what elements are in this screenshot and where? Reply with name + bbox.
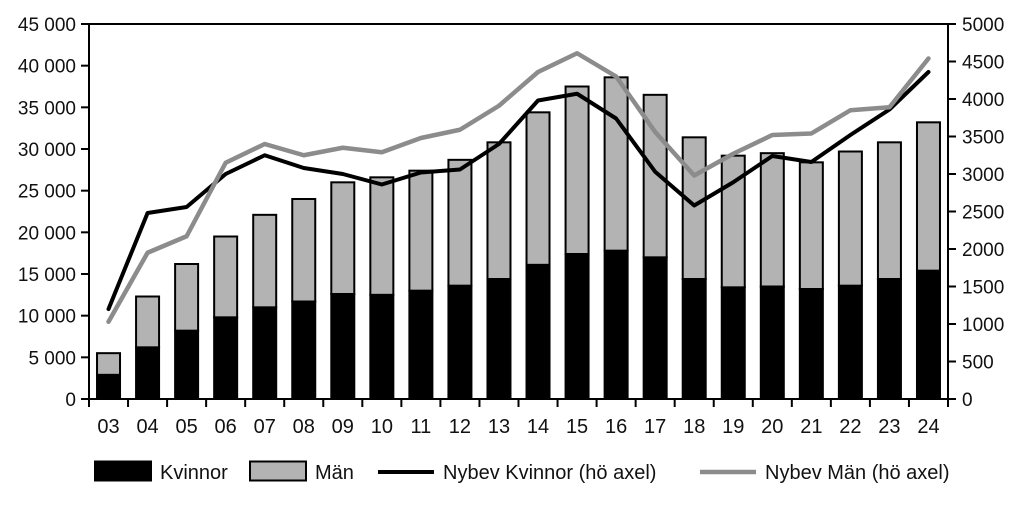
x-axis-label: 16 bbox=[605, 416, 627, 438]
bar-kvinnor-03 bbox=[96, 373, 122, 401]
x-axis-label: 24 bbox=[917, 416, 939, 438]
right-axis-tick-label: 3500 bbox=[962, 128, 1004, 149]
x-axis-label: 15 bbox=[566, 416, 588, 438]
x-axis-label: 11 bbox=[411, 416, 432, 438]
right-axis-tick-label: 500 bbox=[962, 353, 994, 374]
bar-man-23 bbox=[876, 141, 902, 280]
bar-man-13 bbox=[486, 141, 512, 280]
x-axis-label: 05 bbox=[175, 416, 197, 438]
bar-man-03 bbox=[96, 352, 122, 376]
left-axis-tick-label: 45 000 bbox=[18, 15, 76, 36]
bar-man-04 bbox=[135, 295, 161, 349]
bar-kvinnor-24 bbox=[915, 269, 941, 400]
bar-kvinnor-13 bbox=[486, 278, 512, 400]
left-axis-tick-label: 10 000 bbox=[18, 307, 76, 328]
x-axis-label: 21 bbox=[800, 416, 822, 438]
bar-kvinnor-20 bbox=[759, 285, 785, 400]
bar-man-22 bbox=[837, 150, 863, 287]
bar-kvinnor-18 bbox=[681, 278, 707, 400]
bar-man-14 bbox=[525, 111, 551, 266]
legend-label: Män bbox=[315, 462, 354, 484]
bar-man-12 bbox=[447, 158, 473, 287]
left-axis-tick-label: 40 000 bbox=[18, 57, 76, 78]
bar-kvinnor-08 bbox=[291, 300, 317, 400]
bar-man-07 bbox=[252, 213, 278, 309]
x-axis-label: 10 bbox=[371, 416, 393, 438]
left-axis-tick-label: 5 000 bbox=[28, 348, 76, 369]
right-axis-tick-label: 2500 bbox=[962, 203, 1004, 224]
bar-kvinnor-07 bbox=[252, 306, 278, 401]
legend-label: Nybev Män (hö axel) bbox=[765, 462, 950, 484]
legend-swatch-man bbox=[249, 460, 307, 482]
x-axis-label: 06 bbox=[215, 416, 237, 438]
x-axis-label: 07 bbox=[254, 416, 276, 438]
bar-man-15 bbox=[564, 85, 590, 255]
bar-kvinnor-09 bbox=[330, 293, 356, 400]
x-axis-label: 23 bbox=[878, 416, 900, 438]
bar-kvinnor-06 bbox=[213, 316, 239, 401]
left-axis-tick-label: 25 000 bbox=[18, 182, 76, 203]
x-axis-label: 17 bbox=[644, 416, 666, 438]
x-axis-label: 09 bbox=[332, 416, 354, 438]
left-axis-tick-label: 35 000 bbox=[18, 98, 76, 119]
left-axis-tick-label: 20 000 bbox=[18, 223, 76, 244]
bar-kvinnor-21 bbox=[798, 288, 824, 400]
x-axis-label: 12 bbox=[449, 416, 471, 438]
right-axis-tick-label: 1000 bbox=[962, 315, 1004, 336]
x-axis-label: 04 bbox=[136, 416, 158, 438]
bar-man-09 bbox=[330, 181, 356, 295]
x-axis-label: 08 bbox=[293, 416, 315, 438]
x-axis-label: 03 bbox=[97, 416, 119, 438]
x-axis-label: 20 bbox=[761, 416, 783, 438]
x-axis-label: 19 bbox=[722, 416, 744, 438]
bar-kvinnor-10 bbox=[369, 293, 395, 401]
right-axis-tick-label: 3000 bbox=[962, 165, 1004, 186]
right-axis-tick-label: 4000 bbox=[962, 90, 1004, 111]
bar-kvinnor-19 bbox=[720, 286, 746, 401]
legend-label: Kvinnor bbox=[160, 462, 228, 484]
right-axis-tick-label: 5000 bbox=[962, 15, 1004, 36]
line-nybev-man bbox=[106, 51, 931, 324]
bar-kvinnor-22 bbox=[837, 284, 863, 400]
legend-label: Nybev Kvinnor (hö axel) bbox=[443, 462, 656, 484]
x-axis-label: 22 bbox=[839, 416, 861, 438]
bar-man-10 bbox=[369, 176, 395, 296]
left-axis-tick-label: 15 000 bbox=[18, 265, 76, 286]
x-axis-label: 18 bbox=[683, 416, 705, 438]
bar-man-18 bbox=[681, 136, 707, 280]
bar-man-24 bbox=[915, 121, 941, 272]
left-axis-tick-label: 30 000 bbox=[18, 140, 76, 161]
bar-kvinnor-16 bbox=[603, 249, 629, 400]
bar-man-05 bbox=[174, 263, 200, 332]
right-axis-tick-label: 1500 bbox=[962, 278, 1004, 299]
bar-man-20 bbox=[759, 152, 785, 288]
right-axis-tick-label: 4500 bbox=[962, 53, 1004, 74]
right-axis-tick-label: 2000 bbox=[962, 240, 1004, 261]
bar-man-21 bbox=[798, 161, 824, 290]
bar-man-08 bbox=[291, 198, 317, 303]
bar-kvinnor-04 bbox=[135, 346, 161, 401]
left-axis-tick-label: 0 bbox=[65, 390, 76, 411]
x-axis-label: 14 bbox=[527, 416, 549, 438]
bar-kvinnor-05 bbox=[174, 329, 200, 400]
bar-kvinnor-17 bbox=[642, 256, 668, 401]
bar-kvinnor-23 bbox=[876, 278, 902, 400]
line-nybev-kvinnor bbox=[106, 70, 931, 311]
bar-kvinnor-14 bbox=[525, 263, 551, 401]
right-axis-tick-label: 0 bbox=[962, 390, 973, 411]
bar-man-16 bbox=[603, 76, 629, 252]
bar-man-11 bbox=[408, 169, 434, 292]
legend-swatch-kvinnor bbox=[94, 460, 152, 482]
bar-kvinnor-11 bbox=[408, 289, 434, 400]
bar-man-06 bbox=[213, 235, 239, 319]
bar-kvinnor-15 bbox=[564, 253, 590, 400]
x-axis-label: 13 bbox=[488, 416, 510, 438]
bar-kvinnor-12 bbox=[447, 284, 473, 400]
